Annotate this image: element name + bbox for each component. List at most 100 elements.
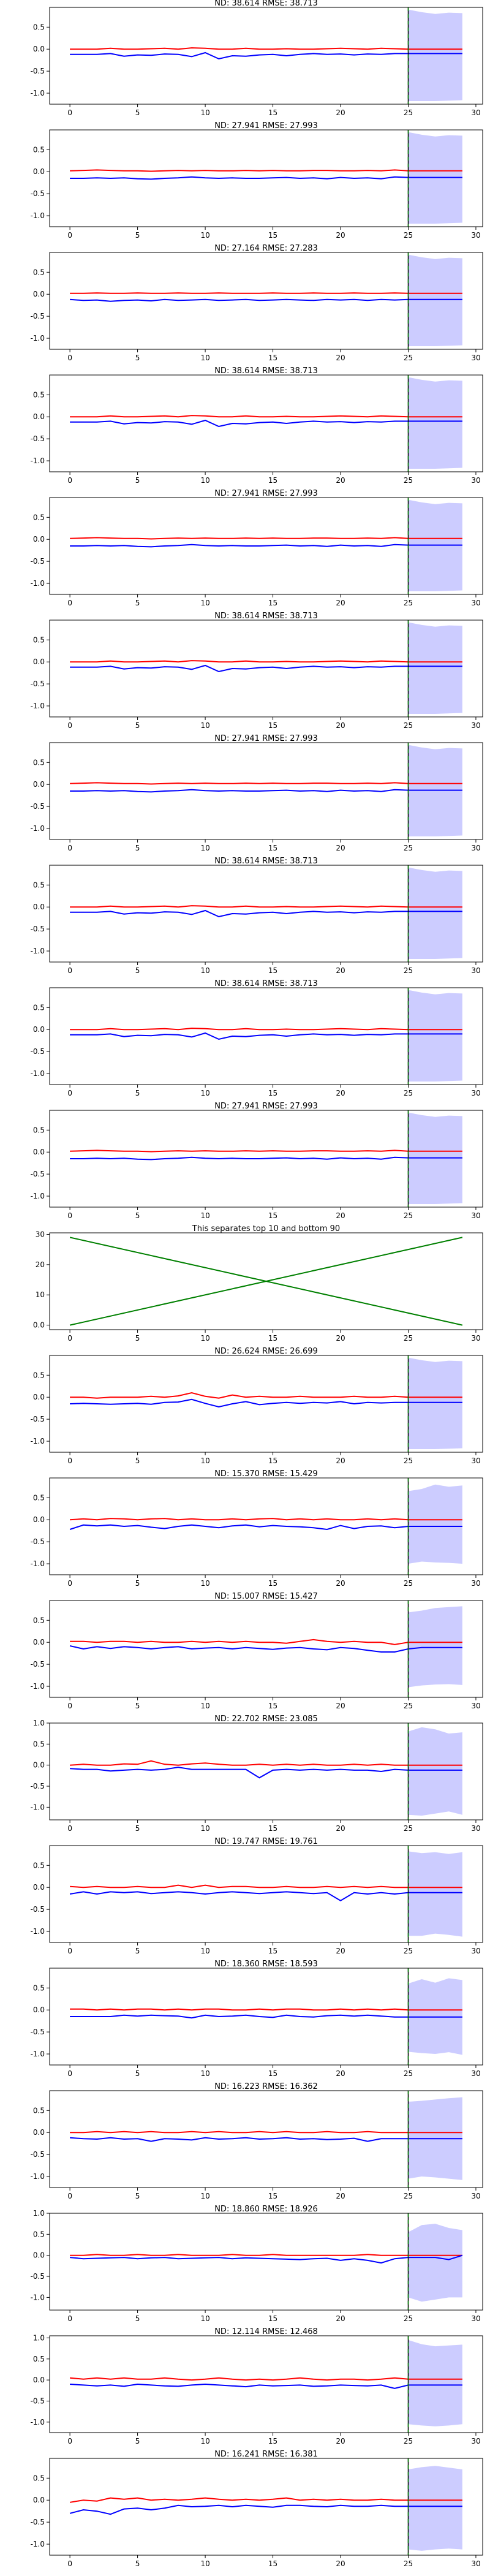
series-line-2 <box>70 664 462 673</box>
x-tick-label: 0 <box>67 1089 72 1097</box>
x-tick-label: 25 <box>404 108 413 117</box>
y-tick-label: 0.0 <box>33 1761 45 1770</box>
prediction-band <box>408 1851 462 1937</box>
axes-frame <box>49 1355 483 1453</box>
y-tick-label: 1.0 <box>33 2333 45 2342</box>
series-line-2 <box>70 51 462 60</box>
x-tick-label: 5 <box>135 108 140 117</box>
y-tick-label: -1.0 <box>31 1682 45 1691</box>
y-tick-label: 0.5 <box>33 268 45 276</box>
chart-title: ND: 16.223 RMSE: 16.362 <box>214 2082 318 2091</box>
x-tick-label: 5 <box>135 2559 140 2568</box>
y-tick-label: 0.5 <box>33 635 45 644</box>
x-tick-label: 30 <box>471 721 480 730</box>
axes-frame <box>49 374 483 472</box>
y-tick-label: 0.0 <box>33 1883 45 1892</box>
x-tick-label: 5 <box>135 844 140 852</box>
subplot-10: ND: 27.941 RMSE: 27.993 0 5 10 15 20 25 30 0.5 0.… <box>31 1102 483 1220</box>
x-tick-label: 5 <box>135 2069 140 2078</box>
chart-title: ND: 27.941 RMSE: 27.993 <box>214 1102 318 1111</box>
subplot-8: ND: 38.614 RMSE: 38.713 0 5 10 15 20 25 30 0.5 0.… <box>31 857 483 975</box>
x-tick-label: 30 <box>471 1089 480 1097</box>
x-tick-label: 20 <box>336 1824 345 1833</box>
chart-title: ND: 38.614 RMSE: 38.713 <box>214 979 318 988</box>
x-tick-label: 20 <box>336 1089 345 1097</box>
x-tick-label: 25 <box>404 354 413 362</box>
x-tick-label: 5 <box>135 1211 140 1220</box>
chart-title: ND: 27.164 RMSE: 27.283 <box>214 244 318 253</box>
x-tick-label: 5 <box>135 966 140 975</box>
y-tick-label: -0.5 <box>31 2150 45 2159</box>
x-tick-label: 0 <box>67 108 72 117</box>
x-tick-label: 10 <box>200 1457 209 1465</box>
x-tick-label: 25 <box>404 2559 413 2568</box>
x-tick-label: 15 <box>268 1211 277 1220</box>
y-tick-label: 0.0 <box>33 2496 45 2504</box>
x-tick-label: 15 <box>268 2069 277 2078</box>
subplot-12: ND: 26.624 RMSE: 26.699 0 5 10 15 20 25 30 0.5 0.… <box>31 1347 483 1465</box>
axes-frame <box>49 252 483 350</box>
y-tick-label: 0.0 <box>33 2006 45 2014</box>
y-tick-label: 0.5 <box>33 390 45 399</box>
prediction-band <box>408 867 462 959</box>
y-tick-label: -0.5 <box>31 1170 45 1178</box>
axes-frame <box>49 497 483 595</box>
axes-frame <box>49 865 483 963</box>
x-tick-label: 5 <box>135 2314 140 2323</box>
prediction-band <box>408 1606 462 1688</box>
subplot-3: ND: 27.164 RMSE: 27.283 0 5 10 15 20 25 30 0.5 0.… <box>31 244 483 362</box>
x-tick-label: 10 <box>200 1702 209 1710</box>
x-tick-label: 30 <box>471 966 480 975</box>
prediction-band <box>408 254 462 346</box>
chart-title: ND: 18.860 RMSE: 18.926 <box>214 2205 318 2214</box>
y-tick-label: 0.0 <box>33 1148 45 1156</box>
y-tick-label: 0.5 <box>33 2474 45 2482</box>
x-tick-label: 20 <box>336 2559 345 2568</box>
y-tick-label: 0.0 <box>33 780 45 789</box>
series-line-1 <box>70 1638 462 1645</box>
series-line-2 <box>70 419 462 428</box>
y-tick-label: 0.5 <box>33 881 45 889</box>
series-line-2 <box>70 1156 462 1161</box>
y-tick-label: 0.0 <box>33 1515 45 1524</box>
x-tick-label: 5 <box>135 1824 140 1833</box>
x-tick-label: 25 <box>404 1089 413 1097</box>
axes-frame <box>49 2090 483 2188</box>
x-tick-label: 20 <box>336 1211 345 1220</box>
y-tick-label: -0.5 <box>31 1415 45 1423</box>
x-tick-label: 15 <box>268 1579 277 1588</box>
y-tick-label: 0.5 <box>33 1616 45 1624</box>
x-tick-label: 25 <box>404 2069 413 2078</box>
y-tick-label: -0.5 <box>31 1905 45 1914</box>
y-tick-label: -0.5 <box>31 925 45 933</box>
x-tick-label: 5 <box>135 1334 140 1343</box>
x-tick-label: 0 <box>67 2559 72 2568</box>
x-tick-label: 10 <box>200 2069 209 2078</box>
x-tick-label: 10 <box>200 844 209 852</box>
x-tick-label: 25 <box>404 599 413 607</box>
y-tick-label: 0.5 <box>33 1983 45 1992</box>
y-tick-label: -1.0 <box>31 824 45 833</box>
x-tick-label: 10 <box>200 108 209 117</box>
series-line-2 <box>70 2383 462 2389</box>
series-line-1 <box>70 47 462 50</box>
series-line-1 <box>70 169 462 172</box>
x-tick-label: 30 <box>471 1457 480 1465</box>
x-tick-label: 30 <box>471 2559 480 2568</box>
subplot-19: ND: 18.860 RMSE: 18.926 0 5 10 15 20 25 30 1.0 0.… <box>31 2205 483 2323</box>
x-tick-label: 0 <box>67 1579 72 1588</box>
y-tick-label: -0.5 <box>31 1660 45 1669</box>
y-tick-label: -1.0 <box>31 702 45 710</box>
y-tick-label: -0.5 <box>31 2272 45 2281</box>
y-tick-label: 0.5 <box>33 1126 45 1134</box>
x-tick-label: 30 <box>471 354 480 362</box>
x-tick-label: 20 <box>336 1702 345 1710</box>
prediction-band <box>408 2466 462 2551</box>
series-line-1 <box>70 292 462 294</box>
x-tick-label: 20 <box>336 599 345 607</box>
x-tick-label: 20 <box>336 1579 345 1588</box>
x-tick-label: 15 <box>268 354 277 362</box>
x-tick-label: 30 <box>471 1824 480 1833</box>
x-tick-label: 15 <box>268 476 277 485</box>
y-tick-label: 30 <box>36 1230 45 1238</box>
